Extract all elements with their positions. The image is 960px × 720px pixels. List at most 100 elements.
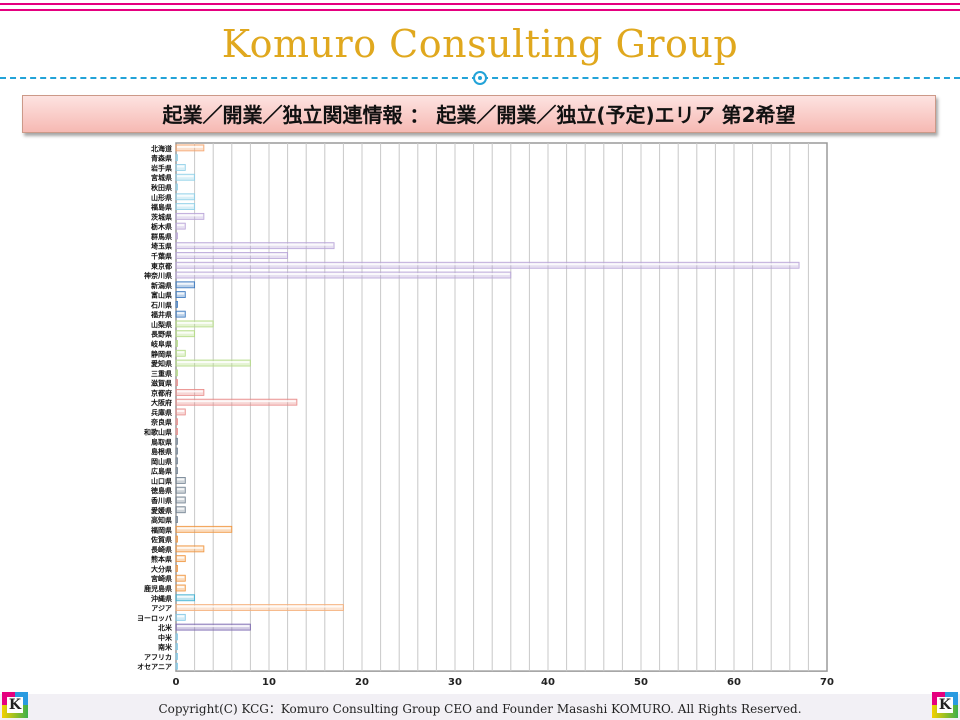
bar-highlight: [177, 253, 287, 256]
category-label: 福井県: [150, 310, 172, 319]
bar-highlight: [177, 585, 185, 588]
bar: [175, 203, 196, 210]
bar: [175, 418, 178, 426]
bar-highlight: [177, 400, 296, 403]
top-accent-line-2: [0, 9, 960, 11]
category-label: 山形県: [151, 193, 172, 202]
bar-highlight: [177, 595, 194, 598]
bar-highlight: [177, 546, 203, 549]
category-label: 秋田県: [151, 183, 172, 192]
bar-highlight: [177, 273, 510, 276]
bar-chart: 0 10 20 30 40 50 60 70 北海道青森県岩手県宮城県秋田県山形県福島県茨城県栃…: [137, 142, 834, 688]
top-accent-line: [0, 3, 960, 5]
category-label: 山梨県: [151, 320, 172, 329]
category-label: 奈良県: [150, 418, 172, 427]
category-label: 沖縄県: [151, 594, 172, 603]
category-label: 埼玉県: [151, 242, 172, 251]
category-label: 石川県: [150, 300, 172, 309]
category-label: 佐賀県: [150, 535, 172, 544]
category-label: 広島県: [151, 467, 172, 476]
category-label: 宮城県: [151, 173, 172, 182]
category-label: 千葉県: [151, 251, 172, 260]
category-label: 東京都: [151, 261, 172, 270]
category-label: 中米: [158, 633, 173, 642]
category-label: 滋賀県: [151, 379, 172, 388]
bar-highlight: [177, 204, 194, 207]
bar: [175, 565, 178, 572]
bar-highlight: [177, 605, 343, 608]
bar: [175, 437, 178, 445]
category-label: アフリカ: [144, 653, 172, 661]
bar-highlight: [177, 145, 203, 148]
bar: [175, 535, 178, 543]
x-tick-label: 40: [541, 677, 555, 688]
category-label: 熊本県: [151, 555, 172, 564]
bar: [175, 340, 178, 347]
category-label: 長野県: [151, 330, 172, 339]
category-label: 山口県: [151, 476, 172, 485]
bar: [175, 379, 178, 387]
x-tick-label: 50: [634, 677, 648, 688]
category-label: 大分県: [151, 564, 172, 573]
category-label: 岡山県: [151, 457, 172, 466]
bar-highlight: [177, 165, 185, 168]
bar: [175, 154, 178, 162]
x-tick-label: 0: [173, 677, 180, 688]
bar-highlight: [177, 331, 194, 334]
bar: [175, 447, 178, 455]
bar: [175, 633, 178, 641]
category-label: 兵庫県: [151, 408, 172, 417]
bar-highlight: [177, 409, 185, 412]
bar: [175, 457, 178, 465]
category-label: 鳥取県: [151, 437, 172, 446]
category-label: 大阪府: [151, 398, 172, 407]
category-label: 神奈川県: [144, 271, 172, 280]
bar-highlight: [177, 478, 185, 481]
bar: [175, 232, 178, 240]
category-label: 高知県: [151, 516, 172, 525]
bar: [175, 428, 178, 435]
bar-highlight: [177, 576, 185, 579]
bar: [175, 369, 178, 377]
bar-highlight: [177, 351, 185, 354]
bar-highlight: [177, 194, 194, 197]
category-label: 島根県: [151, 447, 172, 456]
bar-highlight: [177, 214, 203, 217]
bar-highlight: [177, 488, 185, 491]
category-label: 福岡県: [150, 525, 172, 534]
bar: [175, 467, 178, 475]
bar: [175, 594, 196, 602]
x-tick-label: 10: [262, 677, 276, 688]
plot-area: [175, 142, 828, 672]
category-label: 京都府: [151, 388, 172, 397]
k-logo-letter: K: [937, 697, 953, 713]
bar: [175, 183, 178, 191]
bar: [175, 222, 186, 230]
brand-title: Komuro Consulting Group: [221, 22, 739, 66]
category-label: 長崎県: [151, 545, 172, 554]
bar: [175, 330, 196, 338]
bar-highlight: [177, 292, 185, 295]
bar-highlight: [177, 507, 185, 510]
bar-highlight: [177, 321, 213, 324]
category-label: ヨーロッパ: [137, 613, 172, 622]
bar-highlight: [177, 556, 185, 559]
x-tick-label: 70: [820, 677, 834, 688]
k-logo-icon-left: K: [2, 692, 28, 718]
k-logo-icon-right: K: [932, 692, 958, 718]
bar: [175, 555, 186, 563]
bar-highlight: [177, 243, 334, 246]
footer-bar: [0, 694, 960, 720]
category-label: 香川県: [150, 496, 172, 505]
bar: [175, 300, 178, 308]
category-label: 岐阜県: [151, 339, 172, 348]
bar-highlight: [177, 312, 185, 315]
slide-title-banner: 起業／開業／独立関連情報 ： 起業／開業／独立(予定)エリア 第2希望: [22, 95, 936, 133]
bar-highlight: [177, 175, 194, 178]
bar: [175, 388, 205, 396]
bar-highlight: [177, 361, 250, 364]
bar-highlight: [177, 615, 185, 618]
category-label: 青森県: [151, 154, 172, 163]
bar-highlight: [177, 527, 231, 530]
bar-highlight: [177, 390, 203, 393]
